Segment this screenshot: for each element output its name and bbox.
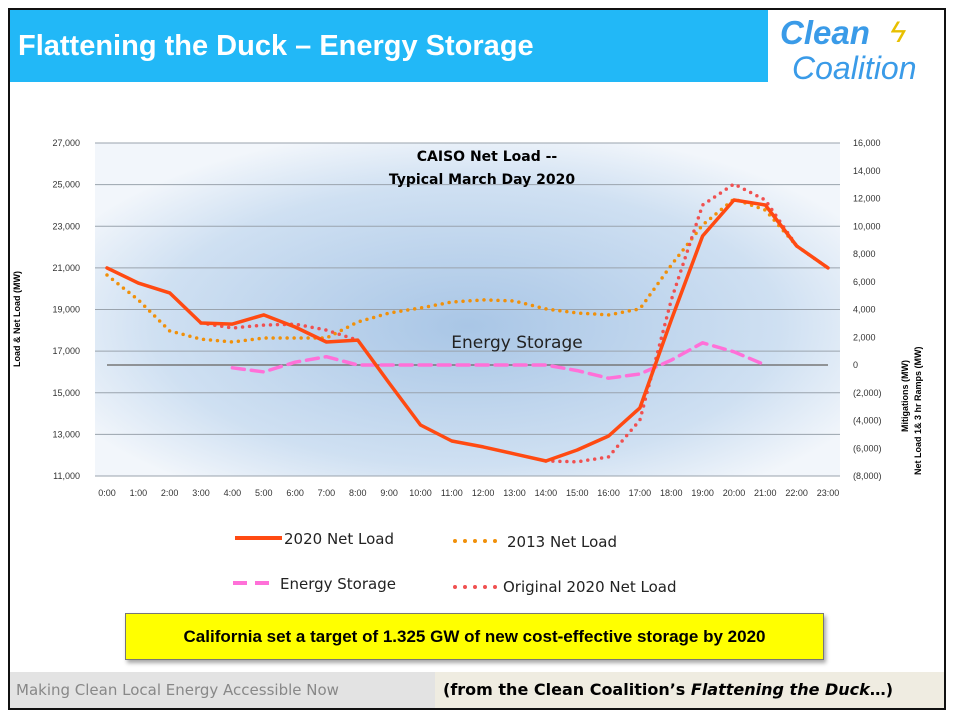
y-tick-label: 21,000 [52,263,80,273]
x-tick-label: 23:00 [817,488,840,498]
chart-title-line2: Typical March Day 2020 [389,172,576,188]
x-tick-label: 6:00 [286,488,304,498]
y2-tick-label: 2,000 [853,332,876,342]
x-tick-label: 16:00 [597,488,620,498]
legend-label-2013-net-load: 2013 Net Load [507,533,618,551]
y-axis-label: Load & Net Load (MW) [12,271,22,367]
legend [233,536,502,589]
y-tick-label: 17,000 [52,346,80,356]
x-tick-label: 11:00 [441,488,463,498]
x-tick-label: 13:00 [503,488,526,498]
x-tick-label: 18:00 [660,488,683,498]
footer-tagline: Making Clean Local Energy Accessible Now [10,672,435,708]
x-tick-label: 12:00 [472,488,495,498]
logo-line1: Clean [780,14,870,51]
y-tick-label: 13,000 [52,429,80,439]
y-tick-label: 25,000 [52,180,80,190]
lightning-bolt-icon: ϟ [890,16,906,49]
series-line-original-2020-net-load [199,182,799,464]
legend-label-energy-storage: Energy Storage [280,575,396,593]
x-tick-label: 17:00 [629,488,652,498]
y2-tick-label: (6,000) [853,443,882,453]
x-tick-label: 22:00 [785,488,808,498]
x-tick-label: 21:00 [754,488,777,498]
y2-tick-label: 16,000 [853,138,881,148]
source-title: Flattening the Duck [690,680,870,699]
y2-axis-label-line1: Mitigations (MW) [900,360,910,432]
source-prefix: (from the Clean Coalition’s [443,680,691,699]
y2-axis-label-line2: Net Load 1& 3 hr Ramps (MW) [913,346,923,475]
header-bar: Flattening the Duck – Energy Storage [10,10,768,82]
x-tick-label: 4:00 [224,488,242,498]
y-tick-label: 11,000 [53,471,80,481]
legend-label-original-2020: Original 2020 Net Load [503,578,677,596]
x-tick-label: 1:00 [130,488,148,498]
y2-tick-label: (8,000) [853,471,882,481]
series-line-2020-net-load [105,198,830,463]
y-tick-label: 15,000 [52,388,80,398]
y2-tick-label: 0 [853,360,858,370]
footer-source: (from the Clean Coalition’s Flattening t… [435,672,944,708]
y2-tick-label: 4,000 [853,305,876,315]
y2-tick-label: (2,000) [853,388,882,398]
clean-coalition-logo: Clean ϟ Coalition [778,12,943,86]
storage-target-callout: California set a target of 1.325 GW of n… [125,613,824,660]
y2-tick-label: 10,000 [853,221,881,231]
x-tick-label: 20:00 [723,488,746,498]
x-tick-label: 8:00 [349,488,367,498]
y2-tick-label: 14,000 [853,166,881,176]
x-tick-label: 2:00 [161,488,179,498]
legend-label-2020-net-load: 2020 Net Load [284,530,395,548]
chart-title-line1: CAISO Net Load -- [417,149,558,165]
slide-frame [8,8,946,710]
x-tick-label: 3:00 [192,488,210,498]
y2-tick-label: 6,000 [853,277,876,287]
x-tick-label: 0:00 [98,488,116,498]
y2-tick-label: (4,000) [853,416,882,426]
energy-storage-annotation: Energy Storage [451,333,582,353]
y2-tick-label: 8,000 [853,249,876,259]
y-tick-label: 23,000 [52,221,80,231]
x-tick-label: 5:00 [255,488,273,498]
logo-line2: Coalition [792,50,917,86]
y-tick-label: 27,000 [52,138,80,148]
y2-tick-label: 12,000 [853,194,881,204]
series-line-energy-storage [230,341,768,380]
x-tick-label: 19:00 [691,488,714,498]
x-tick-label: 15:00 [566,488,589,498]
x-tick-label: 9:00 [380,488,398,498]
source-suffix: …) [869,680,894,699]
x-tick-label: 7:00 [318,488,336,498]
slide-title: Flattening the Duck – Energy Storage [18,30,534,62]
y-tick-label: 19,000 [52,305,80,315]
x-tick-label: 14:00 [535,488,558,498]
x-tick-label: 10:00 [409,488,432,498]
